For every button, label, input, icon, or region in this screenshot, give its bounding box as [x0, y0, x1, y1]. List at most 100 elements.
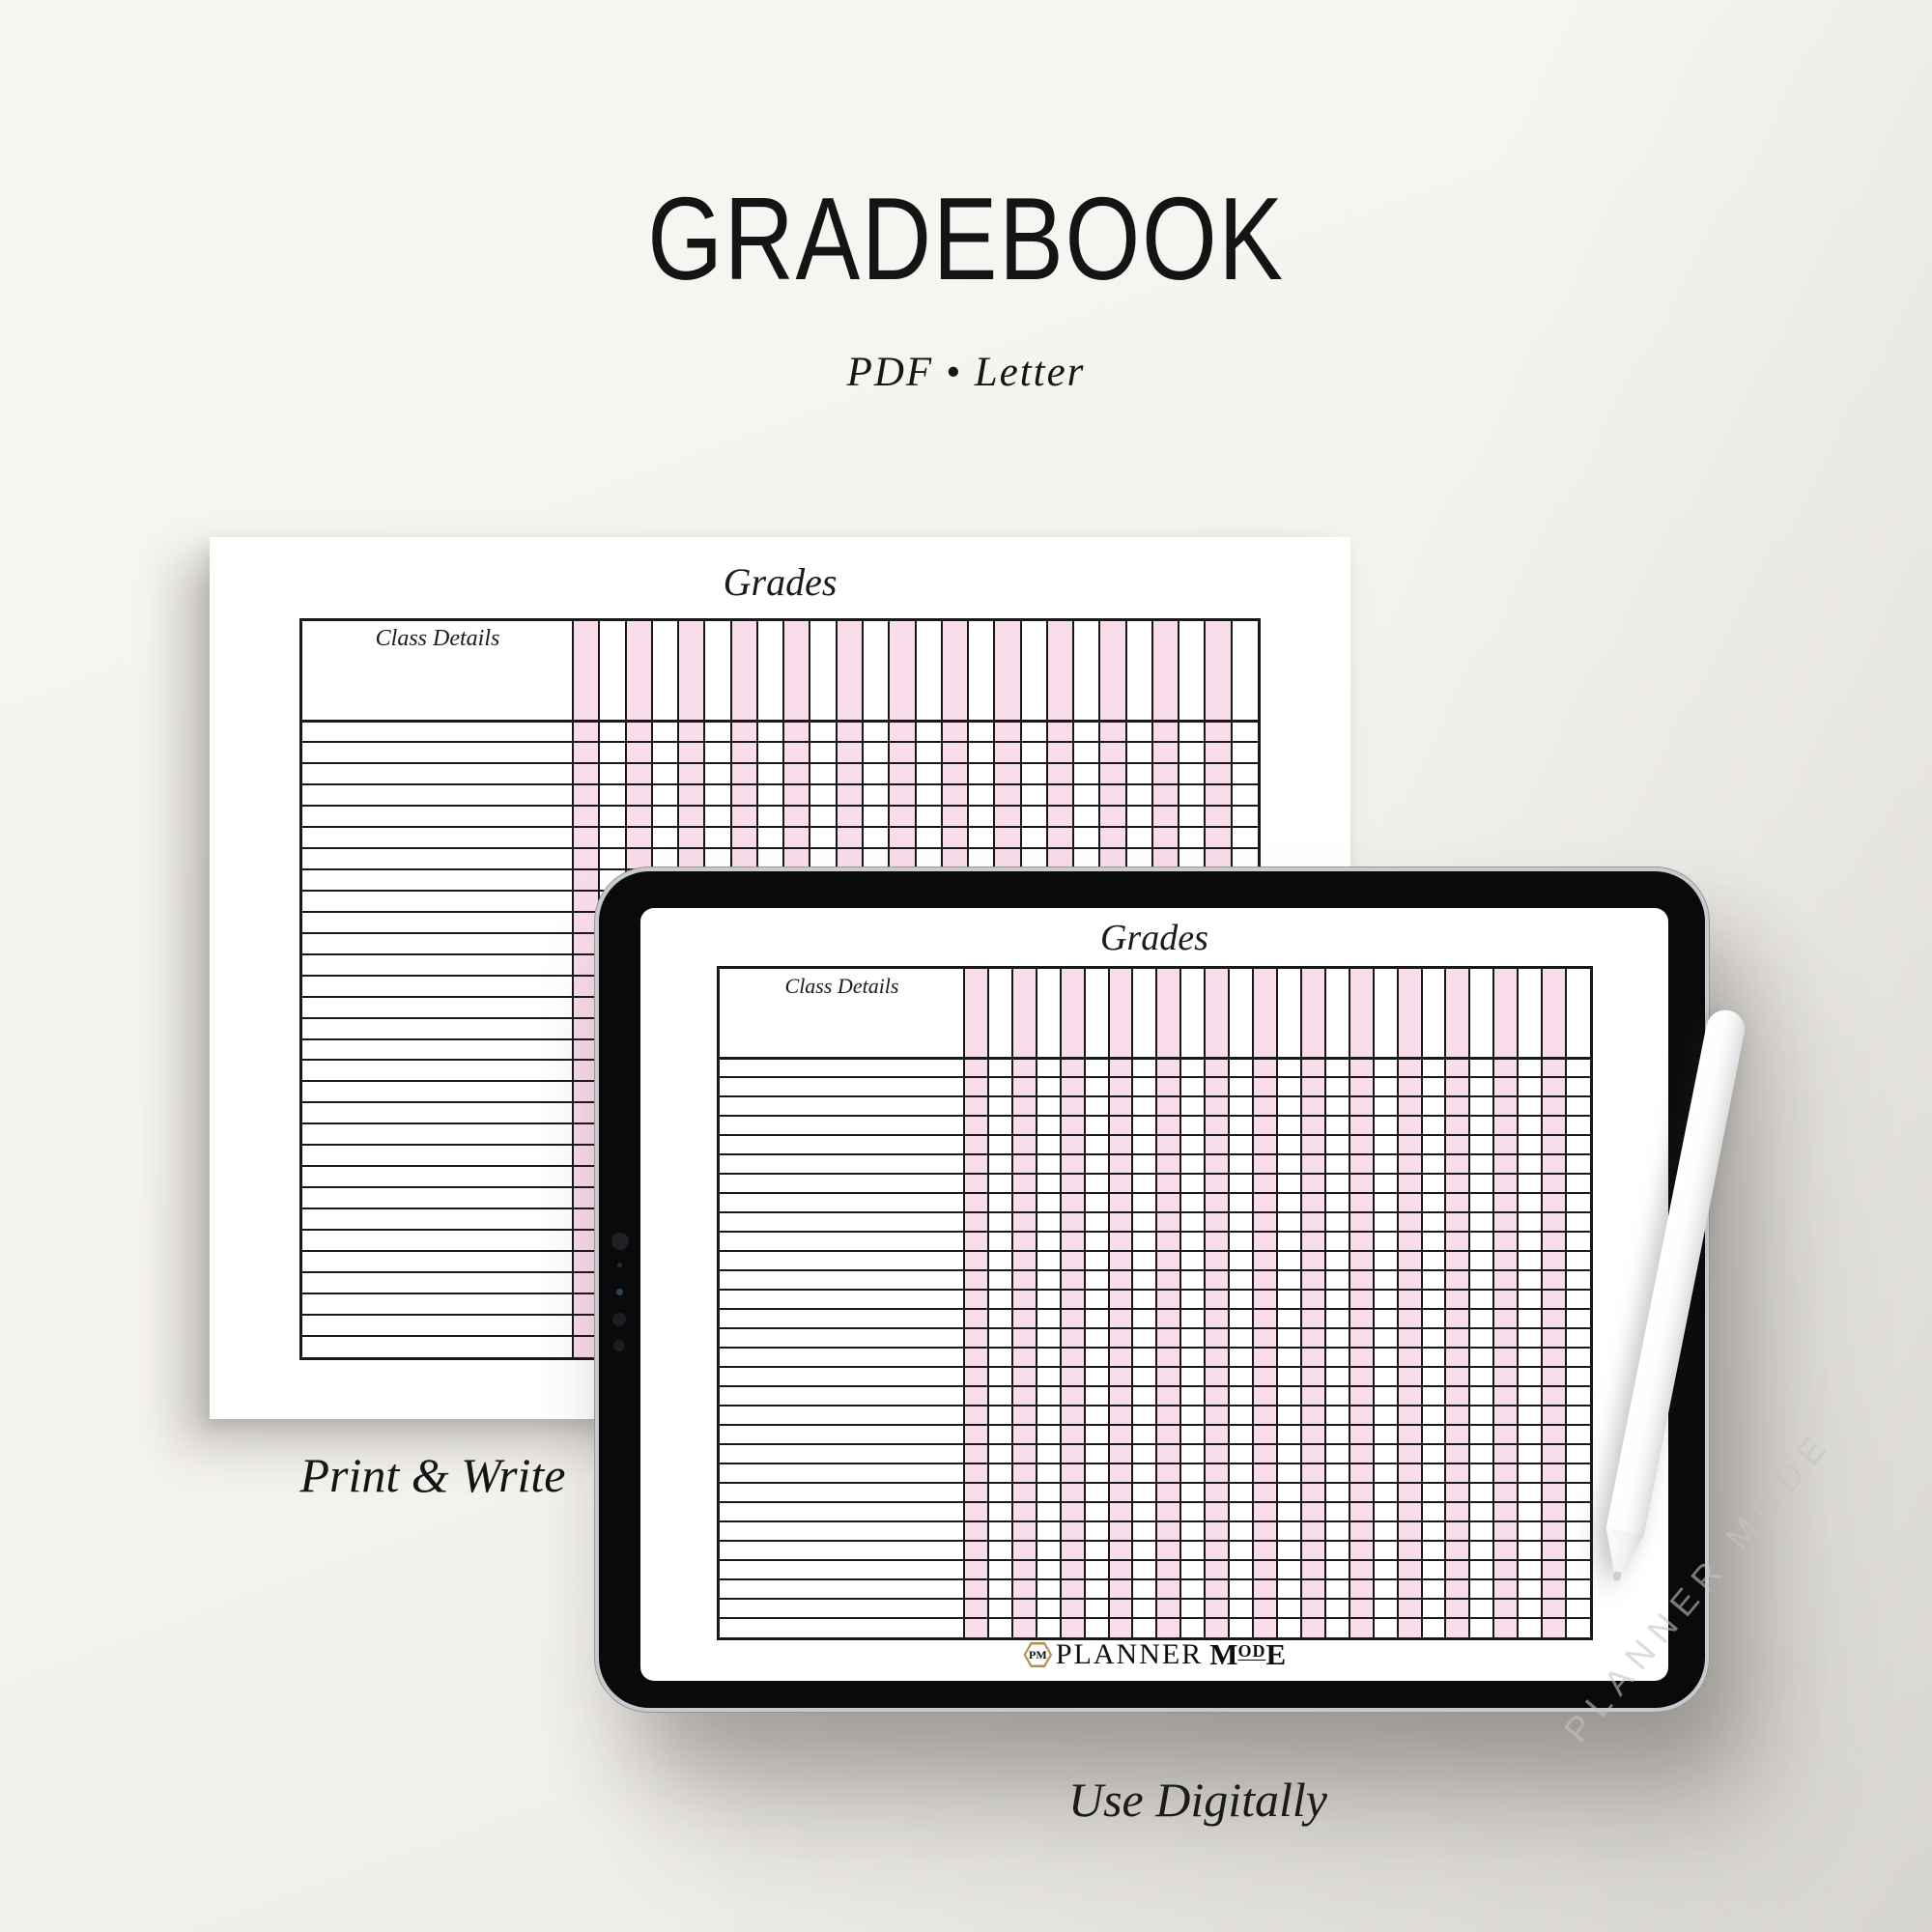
grid-hline — [302, 782, 1258, 785]
grid-hline — [720, 1540, 1590, 1542]
grid-hline — [720, 1231, 1590, 1233]
grid-vline — [1517, 969, 1520, 1637]
grid-hline — [720, 1076, 1590, 1078]
camera-lens-icon — [612, 1313, 626, 1326]
logo-monogram: PM — [1029, 1647, 1047, 1662]
grid-hline — [720, 1443, 1590, 1445]
pink-column-stripe — [964, 969, 988, 1637]
pink-column-stripe — [1300, 969, 1325, 1637]
pink-column-stripe — [1253, 969, 1277, 1637]
grid-hline — [720, 1308, 1590, 1310]
pink-column-stripe — [1542, 969, 1567, 1637]
camera-lens2-icon — [613, 1340, 625, 1351]
grid-hline — [720, 1463, 1590, 1464]
grid-vline — [1372, 969, 1375, 1637]
grid-hline — [720, 1134, 1590, 1136]
grid-hline — [720, 1250, 1590, 1252]
pink-column-stripe — [1397, 969, 1422, 1637]
grid-hline — [720, 1366, 1590, 1368]
grid-vline — [1179, 969, 1182, 1637]
logo-hexagon-icon: PM — [1023, 1642, 1053, 1668]
grid-vline — [1155, 969, 1158, 1637]
caption-print-write: Print & Write — [299, 1448, 566, 1502]
grid-hline — [720, 1115, 1590, 1117]
pink-column-stripe — [1349, 969, 1374, 1637]
pink-column-stripe — [1060, 969, 1085, 1637]
grid-vline — [1083, 969, 1086, 1637]
grid-hline — [720, 1405, 1590, 1406]
grid-vline — [1468, 969, 1471, 1637]
sensor-dot-icon — [617, 1263, 622, 1267]
grid-hline — [302, 761, 1258, 764]
grid-vline — [1228, 969, 1231, 1637]
grid-vline — [1323, 969, 1326, 1637]
pink-column-stripe — [1011, 969, 1037, 1637]
class-details-label: Class Details — [375, 626, 500, 651]
grid-vline — [1204, 969, 1207, 1637]
grid-hline — [720, 1559, 1590, 1561]
grades-table-screen[interactable]: Class Details — [717, 966, 1593, 1640]
grid-vline — [986, 969, 989, 1637]
grid-hline — [720, 1347, 1590, 1349]
grid-hline — [720, 1501, 1590, 1503]
pink-column-stripe — [1445, 969, 1470, 1637]
pink-column-stripe — [1205, 969, 1230, 1637]
caption-use-digitally: Use Digitally — [1067, 1773, 1328, 1827]
grid-vline — [1396, 969, 1399, 1637]
grid-vline — [1276, 969, 1278, 1637]
grid-hline — [302, 846, 1258, 849]
grid-hline — [720, 1424, 1590, 1426]
sheet-heading: Grades — [723, 560, 838, 604]
grid-hline — [720, 1482, 1590, 1484]
grid-vline — [1565, 969, 1568, 1637]
grid-vline — [1059, 969, 1062, 1637]
grid-hline — [720, 1520, 1590, 1522]
grid-hline — [720, 1385, 1590, 1387]
grid-vline — [1131, 969, 1134, 1637]
tablet-device: Grades Class Details PM PLANNER M OD E — [599, 871, 1705, 1708]
grid-hline — [720, 1057, 1590, 1060]
stylus-nib — [1612, 1570, 1622, 1582]
grid-hline — [720, 1289, 1590, 1291]
grid-vline — [1252, 969, 1255, 1637]
logo-letter-e: E — [1265, 1637, 1287, 1671]
grid-hline — [720, 1327, 1590, 1329]
grid-hline — [720, 1173, 1590, 1175]
grid-hline — [720, 1617, 1590, 1619]
grid-hline — [302, 720, 1258, 723]
grid-hline — [720, 1578, 1590, 1580]
front-camera-icon — [611, 1233, 629, 1250]
grid-vline — [1299, 969, 1302, 1637]
grid-vline — [1010, 969, 1013, 1637]
grid-hline — [302, 867, 1258, 870]
pink-column-stripe — [1156, 969, 1181, 1637]
grid-vline — [1541, 969, 1544, 1637]
planner-mode-logo: PM PLANNER M OD E — [1023, 1637, 1286, 1672]
grid-hline — [302, 804, 1258, 807]
grid-vline — [572, 621, 574, 1357]
pink-column-stripe — [1493, 969, 1519, 1637]
logo-word-planner: PLANNER — [1055, 1638, 1204, 1670]
screen-sheet-heading: Grades — [1100, 918, 1208, 958]
grid-hline — [720, 1598, 1590, 1600]
product-subtitle: PDF • Letter — [846, 350, 1086, 395]
grid-hline — [720, 1095, 1590, 1097]
grid-hline — [720, 1192, 1590, 1194]
tablet-screen[interactable]: Grades Class Details PM PLANNER M OD E — [640, 908, 1668, 1681]
grid-vline — [1348, 969, 1350, 1637]
screen-class-details-label: Class Details — [784, 974, 899, 998]
grid-hline — [302, 740, 1258, 743]
grid-vline — [1444, 969, 1447, 1637]
grid-hline — [720, 1153, 1590, 1155]
grid-vline — [1492, 969, 1495, 1637]
grid-vline — [1035, 969, 1037, 1637]
grid-hline — [302, 825, 1258, 828]
grid-vline — [1107, 969, 1110, 1637]
grid-hline — [720, 1269, 1590, 1271]
logo-letters-od: OD — [1237, 1640, 1266, 1661]
logo-letter-m: M — [1209, 1637, 1238, 1671]
sensor-led-icon — [616, 1289, 623, 1295]
pink-column-stripe — [573, 621, 600, 1357]
grid-vline — [963, 969, 965, 1637]
